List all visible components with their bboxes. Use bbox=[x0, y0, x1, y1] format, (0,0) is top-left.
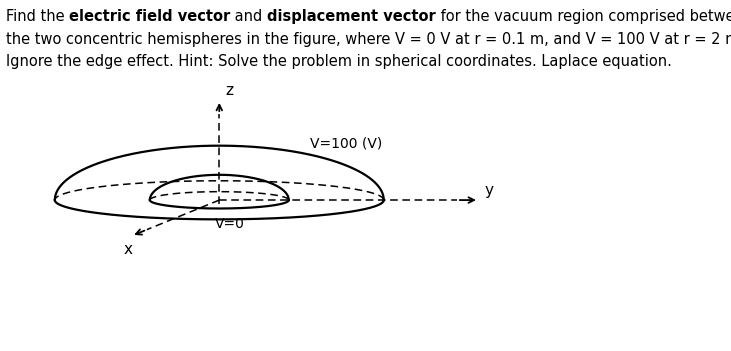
Text: and: and bbox=[230, 9, 268, 24]
Text: z: z bbox=[225, 83, 233, 98]
Text: Ignore the edge effect. Hint: Solve the problem in spherical coordinates. Laplac: Ignore the edge effect. Hint: Solve the … bbox=[6, 54, 672, 69]
Text: for the vacuum region comprised between: for the vacuum region comprised between bbox=[436, 9, 731, 24]
Text: y: y bbox=[485, 183, 493, 198]
Text: the two concentric hemispheres in the figure, where V = 0 V at r = 0.1 m, and V : the two concentric hemispheres in the fi… bbox=[6, 32, 731, 47]
Text: V=100 (V): V=100 (V) bbox=[310, 136, 382, 150]
Text: Find the: Find the bbox=[6, 9, 69, 24]
Text: V=0: V=0 bbox=[215, 217, 245, 231]
Text: x: x bbox=[124, 242, 132, 257]
Text: displacement vector: displacement vector bbox=[268, 9, 436, 24]
Text: electric field vector: electric field vector bbox=[69, 9, 230, 24]
